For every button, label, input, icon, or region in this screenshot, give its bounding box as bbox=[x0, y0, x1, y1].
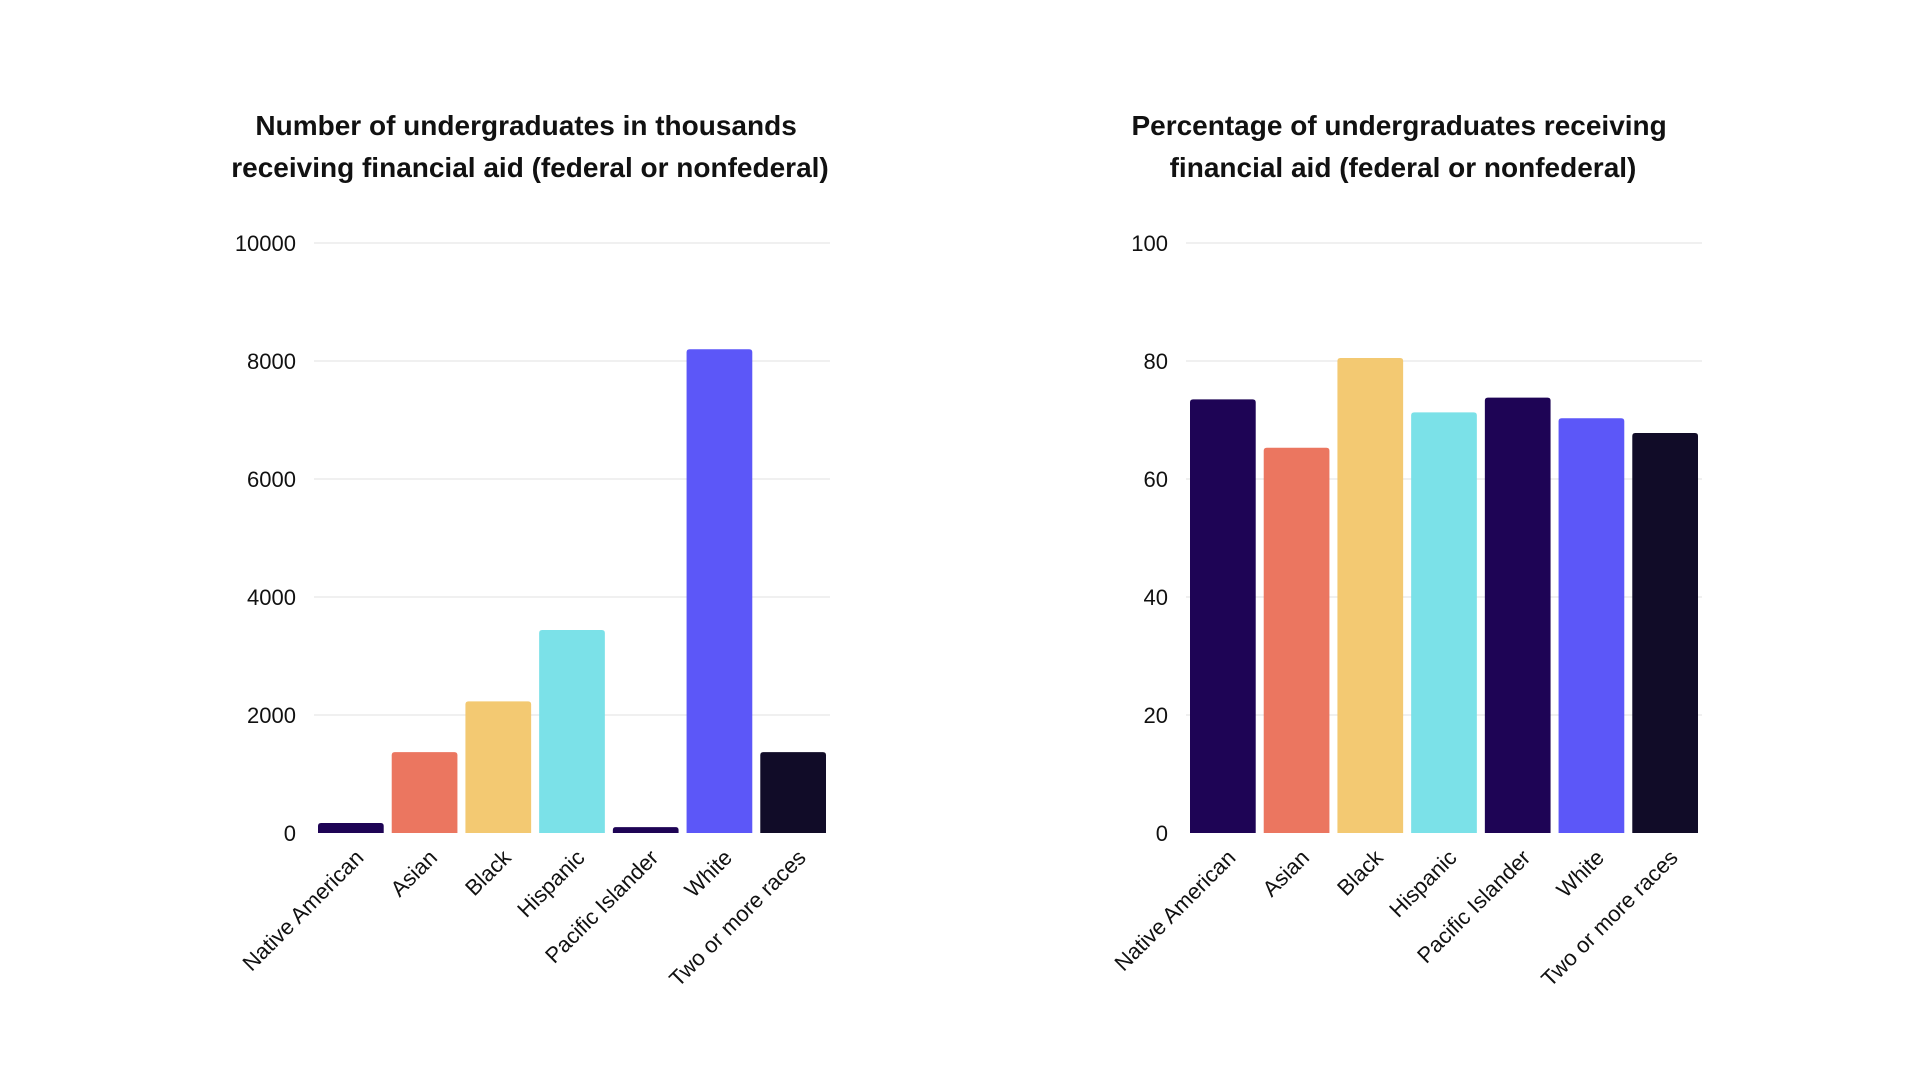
y-tick-label: 40 bbox=[1144, 585, 1168, 610]
y-tick-label: 100 bbox=[1131, 231, 1168, 256]
y-tick-label: 60 bbox=[1144, 467, 1168, 492]
chart-title-line-1: Number of undergraduates in thousands bbox=[255, 110, 796, 141]
bar-native-american bbox=[318, 822, 384, 833]
y-axis-ticks: 0 2000 4000 6000 8000 10000 bbox=[235, 231, 296, 846]
y-tick-label: 6000 bbox=[247, 467, 296, 492]
bars bbox=[318, 349, 826, 833]
y-tick-label: 0 bbox=[1156, 821, 1168, 846]
bar-pacific-islander bbox=[1484, 397, 1551, 833]
chart-title: Percentage of undergraduates receiving f… bbox=[1131, 110, 1674, 183]
bar-asian bbox=[391, 752, 458, 833]
chart-title-line-2: financial aid (federal or nonfederal) bbox=[1170, 152, 1637, 183]
bar-hispanic bbox=[539, 630, 605, 833]
bar-black bbox=[1337, 358, 1404, 833]
bar-hispanic bbox=[1411, 412, 1477, 833]
y-axis-ticks: 0 20 40 60 80 100 bbox=[1131, 231, 1168, 846]
chart-title-line-1: Percentage of undergraduates receiving bbox=[1131, 110, 1666, 141]
bars bbox=[1190, 358, 1698, 833]
chart-title: Number of undergraduates in thousands re… bbox=[231, 110, 829, 183]
y-tick-label: 80 bbox=[1144, 349, 1168, 374]
bar-two-or-more-races bbox=[1632, 432, 1698, 833]
y-tick-label: 20 bbox=[1144, 703, 1168, 728]
bar-native-american bbox=[1190, 399, 1256, 833]
bar-white bbox=[1558, 418, 1625, 833]
y-tick-label: 2000 bbox=[247, 703, 296, 728]
bar-pacific-islander bbox=[612, 827, 679, 833]
chart-title-line-2: receiving financial aid (federal or nonf… bbox=[231, 152, 829, 183]
y-tick-label: 8000 bbox=[247, 349, 296, 374]
y-tick-label: 4000 bbox=[247, 585, 296, 610]
y-tick-label: 10000 bbox=[235, 231, 296, 256]
bar-asian bbox=[1263, 447, 1330, 833]
bar-white bbox=[686, 349, 753, 833]
bar-black bbox=[465, 701, 532, 833]
bar-two-or-more-races bbox=[760, 752, 826, 833]
y-tick-label: 0 bbox=[284, 821, 296, 846]
